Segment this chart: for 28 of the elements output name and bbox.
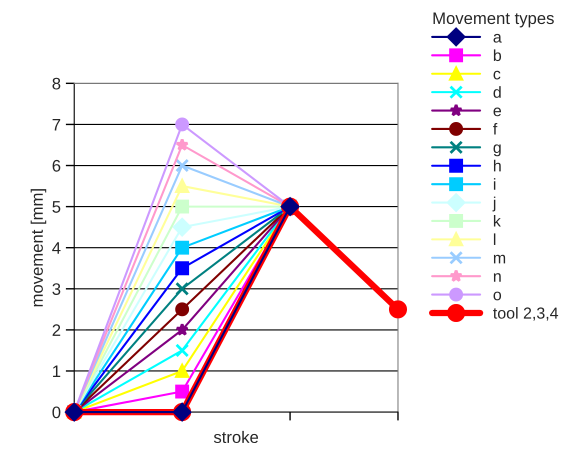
y-tick-label: 1 bbox=[53, 366, 60, 378]
legend-label: f bbox=[493, 122, 498, 135]
legend-label: d bbox=[494, 86, 501, 98]
legend-label: k bbox=[494, 214, 501, 227]
legend-label: m bbox=[494, 254, 506, 264]
legend-title: Movement types bbox=[434, 12, 554, 28]
legend-label: i bbox=[494, 178, 496, 190]
legend-label: o bbox=[494, 292, 502, 300]
legend-label: b bbox=[494, 49, 502, 62]
legend-label: l bbox=[494, 233, 496, 245]
y-tick-label: 8 bbox=[52, 78, 60, 90]
y-tick-label: 2 bbox=[52, 324, 60, 336]
y-tick-label: 7 bbox=[52, 119, 60, 130]
y-tick-label: 6 bbox=[52, 160, 60, 172]
legend-label: n bbox=[494, 273, 501, 282]
y-tick-label: 4 bbox=[52, 242, 61, 254]
y-tick-label: 5 bbox=[52, 201, 60, 213]
legend-label: a bbox=[494, 34, 502, 43]
legend-label: h bbox=[494, 160, 501, 172]
y-tick-label: 0 bbox=[52, 406, 60, 418]
legend-label: j bbox=[492, 196, 496, 212]
x-axis-title: stroke bbox=[214, 430, 258, 444]
legend-label: tool 2,3,4 bbox=[493, 306, 558, 321]
legend-label: g bbox=[494, 144, 501, 156]
y-tick-label: 3 bbox=[52, 283, 60, 295]
legend-label: e bbox=[494, 108, 502, 116]
legend-label: c bbox=[494, 70, 500, 80]
y-axis-title: movement [mm] bbox=[30, 189, 46, 306]
